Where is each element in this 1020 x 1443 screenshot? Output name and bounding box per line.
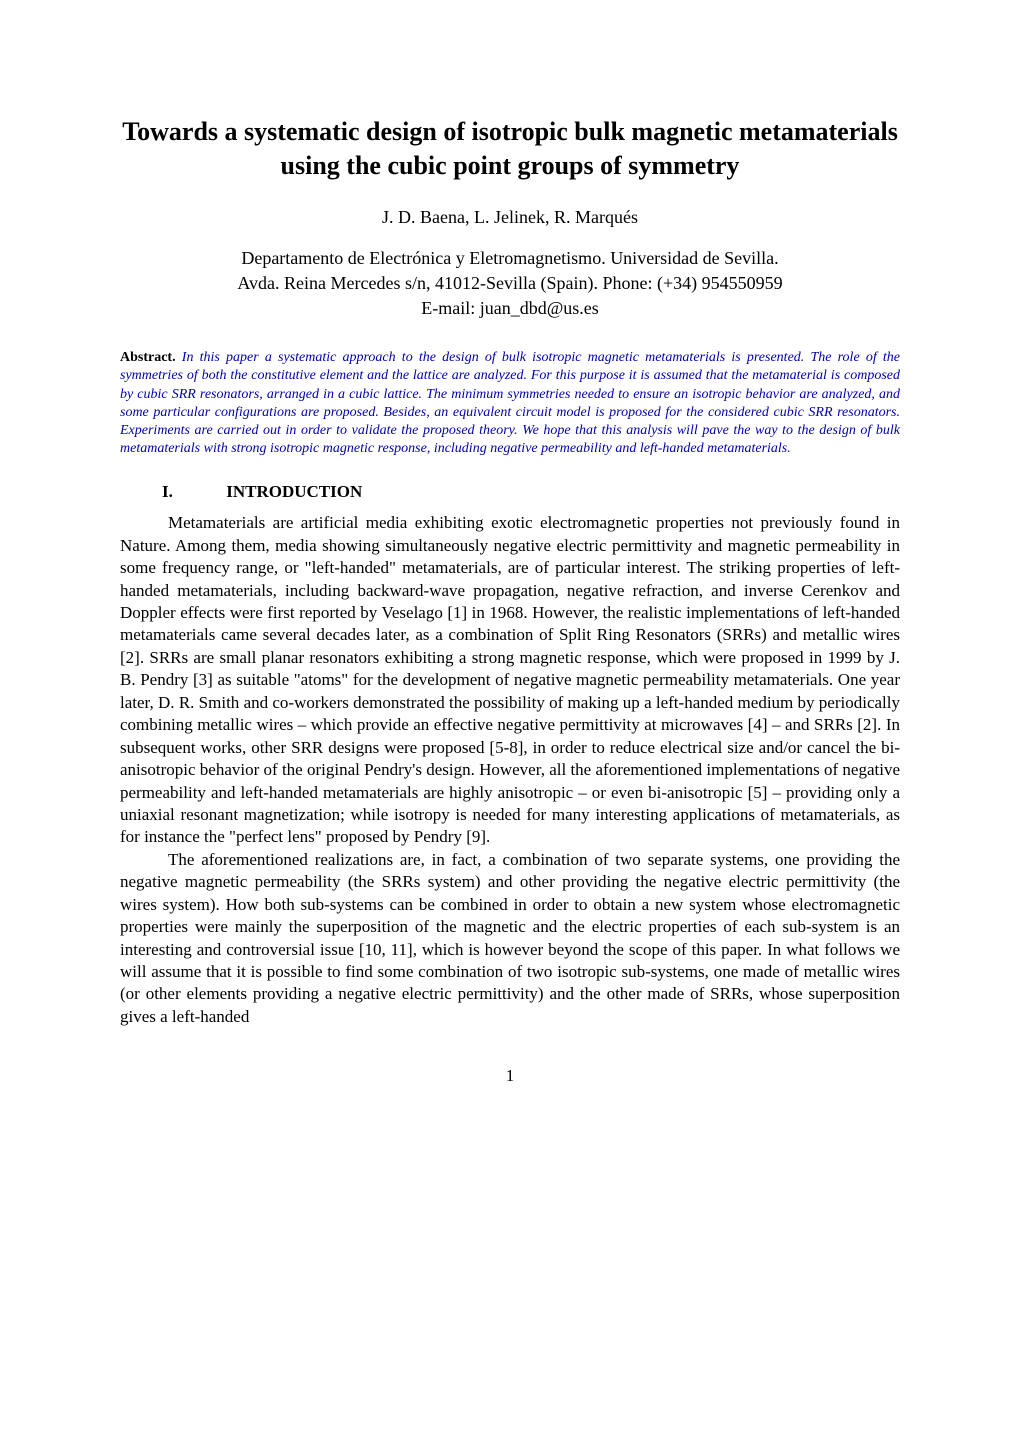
section-header: I. INTRODUCTION [120,482,900,502]
abstract-block: Abstract. In this paper a systematic app… [120,349,900,458]
paragraph-1: Metamaterials are artificial media exhib… [120,512,900,849]
paragraph-2: The aforementioned realizations are, in … [120,849,900,1029]
abstract-label: Abstract. [120,350,176,365]
affiliation-block: Departamento de Electrónica y Eletromagn… [120,246,900,322]
body-text: Metamaterials are artificial media exhib… [120,512,900,1028]
affiliation-department: Departamento de Electrónica y Eletromagn… [120,246,900,271]
affiliation-address: Avda. Reina Mercedes s/n, 41012-Sevilla … [120,271,900,296]
abstract-text: In this paper a systematic approach to t… [120,350,900,456]
section-title: INTRODUCTION [226,482,362,501]
affiliation-email: E-mail: juan_dbd@us.es [120,296,900,321]
authors-line: J. D. Baena, L. Jelinek, R. Marqués [120,207,900,228]
paper-title: Towards a systematic design of isotropic… [120,115,900,183]
section-number: I. [162,482,222,502]
page-number: 1 [120,1066,900,1086]
